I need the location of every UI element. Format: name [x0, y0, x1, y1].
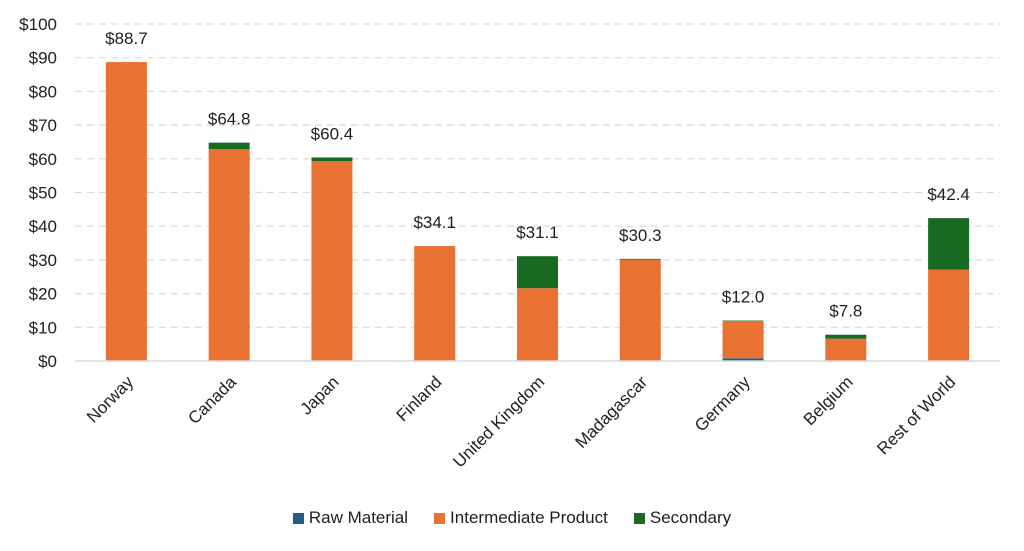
y-axis-ticks: $0 $10 $20 $30 $40 $50 $60 $70 $80 $90 $100: [19, 15, 57, 371]
bars: [105, 62, 970, 362]
legend-item: Secondary: [633, 508, 732, 528]
legend-swatch: [633, 512, 645, 524]
y-tick-label: $80: [29, 82, 57, 101]
legend-item: Raw Material: [292, 508, 409, 528]
y-tick-label: $30: [29, 251, 57, 270]
bar-segment-secondary: [825, 334, 867, 339]
y-tick-label: $50: [29, 184, 57, 203]
y-tick-label: $0: [38, 352, 57, 371]
bar-segment-intermediate-product: [311, 161, 353, 361]
legend-swatch: [292, 512, 304, 524]
stacked-bar-chart: $0$10$20$30$40$50$60$70$80$90$100 $88.7$…: [19, 15, 1000, 471]
category-label: Germany: [691, 372, 754, 435]
bar-segment-secondary: [722, 320, 764, 322]
bar-segment-intermediate-product: [414, 246, 456, 361]
legend-label: Intermediate Product: [450, 508, 608, 527]
bar-segment-intermediate-product: [825, 338, 867, 361]
data-label: $34.1: [413, 213, 456, 232]
y-tick-label: $10: [29, 318, 57, 337]
bar-segment-raw-material: [722, 358, 764, 361]
data-label: $30.3: [619, 226, 662, 245]
bar-segment-intermediate-product: [928, 269, 970, 361]
bar-segment-intermediate-product: [105, 62, 147, 362]
data-labels: $88.7 $64.8 $60.4 $34.1 $31.1 $30.3 $12.0 $7.8 $…: [105, 29, 970, 321]
data-label: $88.7: [105, 29, 148, 48]
category-label: Japan: [297, 372, 343, 418]
category-label: Belgium: [800, 372, 857, 429]
y-tick-label: $40: [29, 217, 57, 236]
y-tick-label: $20: [29, 285, 57, 304]
bar-segment-secondary: [619, 258, 661, 260]
legend: Raw Material Intermediate Product Secondar…: [0, 508, 1024, 528]
y-tick-label: $100: [19, 15, 57, 34]
data-label: $60.4: [311, 124, 354, 143]
bar-segment-secondary: [208, 142, 250, 150]
category-label: Rest of World: [873, 372, 959, 458]
bar-segment-intermediate-product: [619, 259, 661, 361]
y-tick-label: $90: [29, 49, 57, 68]
bar-segment-intermediate-product: [722, 321, 764, 359]
data-label: $7.8: [829, 302, 862, 321]
bar-segment-secondary: [928, 218, 970, 270]
data-label: $12.0: [722, 288, 765, 307]
y-tick-label: $70: [29, 116, 57, 135]
category-label: United Kingdom: [449, 372, 548, 471]
category-label: Madagascar: [572, 372, 652, 452]
legend-swatch: [434, 512, 446, 524]
legend-label: Raw Material: [308, 508, 409, 527]
bar-segment-intermediate-product: [517, 288, 558, 361]
bar-segment-secondary: [517, 256, 558, 289]
category-label: Norway: [83, 372, 138, 427]
bar-segment-intermediate-product: [208, 149, 250, 361]
legend-item: Intermediate Product: [434, 508, 608, 528]
data-label: $64.8: [208, 110, 251, 129]
category-label: Canada: [184, 372, 240, 428]
data-label: $42.4: [927, 185, 970, 204]
legend-label: Secondary: [649, 508, 732, 527]
data-label: $31.1: [516, 223, 559, 242]
bar-segment-secondary: [311, 157, 353, 162]
y-tick-label: $60: [29, 150, 57, 169]
category-label: Finland: [393, 372, 446, 425]
gridlines: [75, 23, 1000, 328]
category-labels: Norway Canada Japan Finland United Kingdom Ma…: [83, 372, 959, 471]
